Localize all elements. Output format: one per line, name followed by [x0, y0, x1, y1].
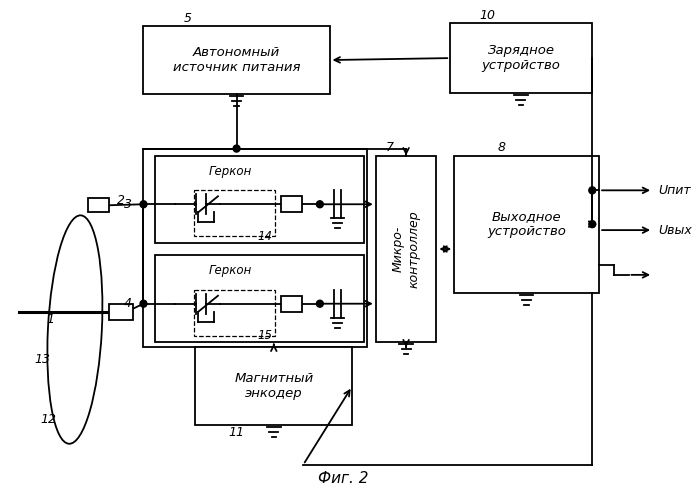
- Text: 12: 12: [41, 412, 57, 426]
- Text: 3: 3: [124, 198, 131, 211]
- Text: 8: 8: [497, 141, 505, 154]
- Text: Автономный
источник питания: Автономный источник питания: [173, 46, 301, 74]
- Text: Зарядное
устройство: Зарядное устройство: [482, 44, 561, 72]
- Bar: [194, 190, 275, 236]
- Circle shape: [589, 187, 596, 194]
- Bar: [109, 304, 133, 320]
- Bar: [450, 24, 592, 93]
- Text: 4: 4: [124, 297, 131, 310]
- Text: Магнитный
энкодер: Магнитный энкодер: [234, 372, 313, 400]
- Text: 14: 14: [257, 230, 272, 242]
- Bar: [143, 148, 367, 348]
- Circle shape: [140, 300, 147, 307]
- Text: 5: 5: [184, 12, 192, 25]
- Text: Геркон: Геркон: [209, 264, 252, 278]
- Bar: [155, 156, 364, 243]
- Text: Микро-
контроллер: Микро- контроллер: [392, 210, 420, 288]
- Circle shape: [317, 300, 323, 307]
- Text: 2: 2: [117, 194, 125, 207]
- Circle shape: [317, 201, 323, 207]
- Text: Выходное
устройство: Выходное устройство: [487, 210, 566, 238]
- Text: 13: 13: [34, 353, 50, 366]
- Circle shape: [140, 201, 147, 207]
- Circle shape: [233, 145, 240, 152]
- Text: Геркон: Геркон: [209, 165, 252, 178]
- Bar: [155, 255, 364, 342]
- Text: Uпит: Uпит: [658, 184, 691, 197]
- Text: 10: 10: [480, 9, 496, 22]
- Bar: [87, 198, 109, 212]
- Bar: [194, 290, 275, 336]
- Bar: [196, 348, 352, 425]
- Bar: [375, 156, 436, 342]
- Bar: [281, 296, 302, 312]
- Bar: [143, 26, 330, 94]
- Text: 11: 11: [229, 426, 245, 440]
- Circle shape: [589, 220, 596, 228]
- Text: Uвых: Uвых: [658, 224, 692, 236]
- Text: 15: 15: [257, 329, 272, 342]
- Text: 7: 7: [385, 141, 394, 154]
- Text: Фиг. 2: Фиг. 2: [318, 471, 368, 486]
- Bar: [454, 156, 599, 293]
- Text: 1: 1: [46, 313, 55, 326]
- Ellipse shape: [48, 216, 103, 444]
- Bar: [281, 196, 302, 212]
